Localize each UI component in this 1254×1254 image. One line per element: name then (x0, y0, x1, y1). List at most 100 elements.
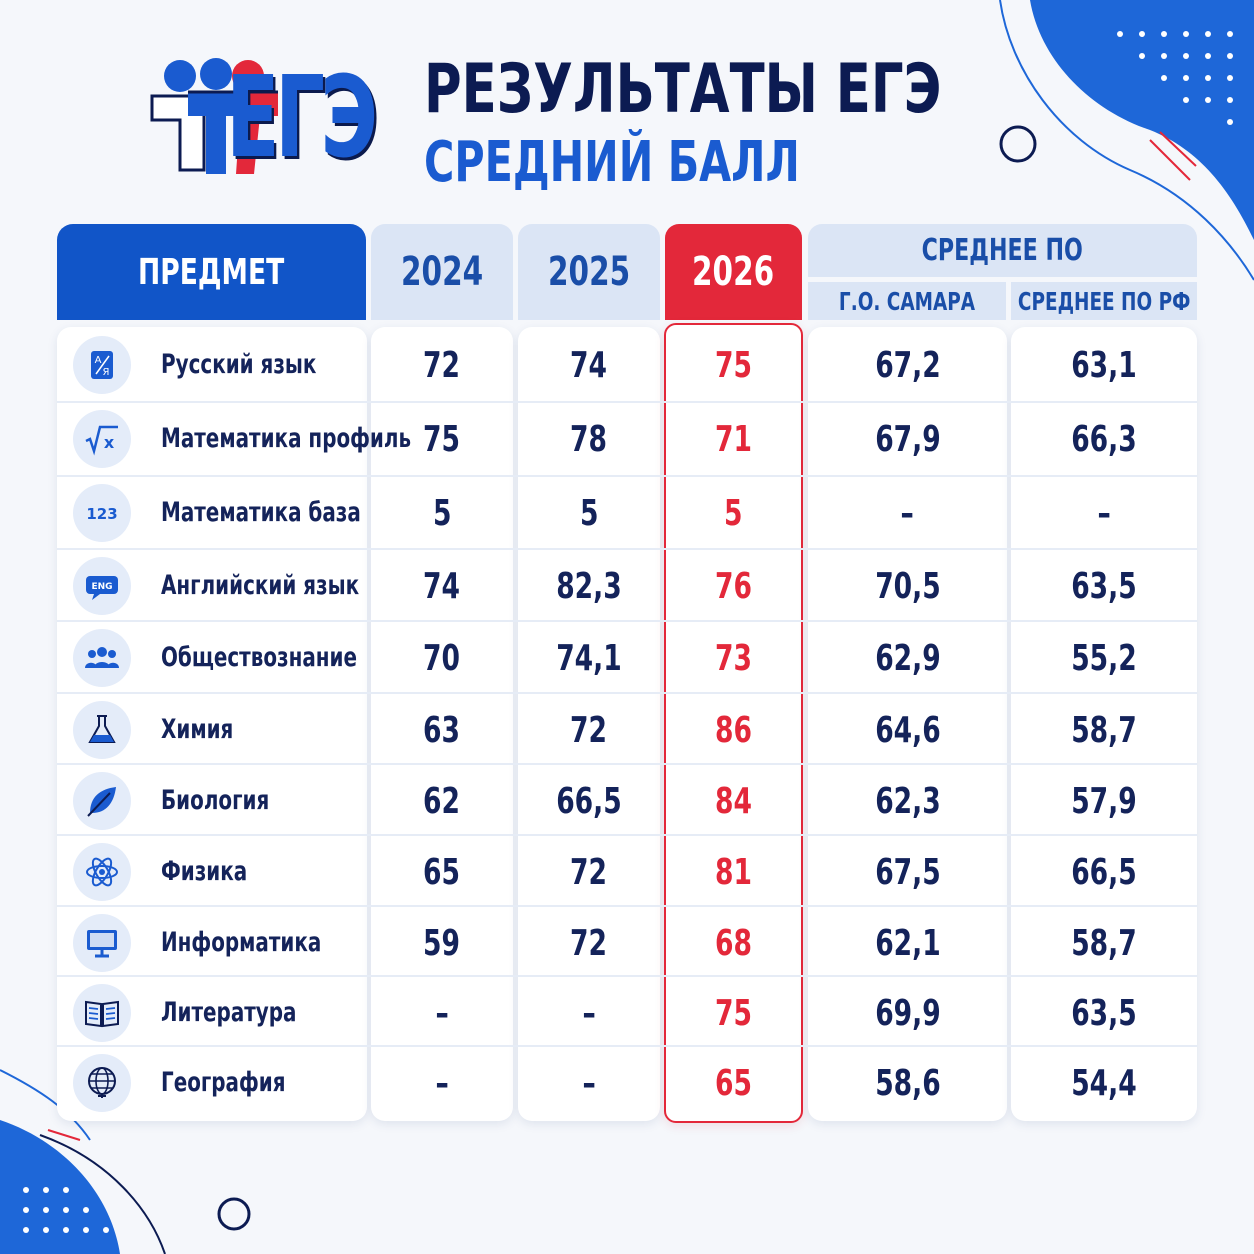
column-header-russia: СРЕДНЕЕ ПО РФ (1011, 282, 1197, 320)
column-header-subject: ПРЕДМЕТ (57, 224, 366, 320)
monitor-icon (73, 914, 131, 972)
cell-russia: 66,5 (1071, 851, 1137, 893)
cell-russia: 57,9 (1071, 780, 1137, 822)
cell-2025: 78 (570, 418, 608, 460)
cell-russia: – (1097, 492, 1111, 534)
people-icon (73, 629, 131, 687)
cell-2024: 5 (432, 492, 452, 534)
row-divider (57, 548, 1197, 550)
cell-russia: 66,3 (1071, 418, 1137, 460)
atom-icon (73, 843, 131, 901)
cell-russia: 58,7 (1071, 709, 1137, 751)
svg-text:x: x (104, 433, 115, 452)
flask-icon (73, 701, 131, 759)
column-header-2024: 2024 (371, 224, 513, 320)
row-divider (57, 692, 1197, 694)
cell-2024: 63 (423, 709, 461, 751)
subject-name: Биология (161, 785, 270, 816)
subject-name: Химия (161, 714, 234, 745)
cell-2026: 68 (715, 922, 752, 964)
cell-2024: 70 (423, 637, 461, 679)
column-header-2026: 2026 (665, 224, 802, 320)
cell-2024: – (435, 1062, 449, 1104)
row-divider (57, 834, 1197, 836)
samara-column (808, 327, 1007, 1121)
subject-name: Английский язык (161, 570, 360, 601)
cell-russia: 63,5 (1071, 992, 1137, 1034)
cell-samara: 69,9 (874, 992, 941, 1034)
cell-2024: 75 (423, 418, 461, 460)
cell-russia: 54,4 (1071, 1062, 1137, 1104)
subject-name: Обществознание (161, 642, 358, 673)
cell-russia: 63,5 (1071, 565, 1137, 607)
cell-samara: – (900, 492, 915, 534)
page-title: РЕЗУЛЬТАТЫ ЕГЭ (424, 50, 942, 129)
row-divider (57, 620, 1197, 622)
subject-name: География (161, 1067, 286, 1098)
cell-samara: 62,3 (874, 780, 941, 822)
cell-2025: 82,3 (556, 565, 622, 607)
cell-2026: 75 (715, 344, 752, 386)
cell-2026: 65 (715, 1062, 752, 1104)
svg-text:123: 123 (86, 505, 117, 523)
cell-samara: 64,6 (874, 709, 941, 751)
cell-2024: – (435, 992, 449, 1034)
subject-name: Литература (161, 997, 297, 1028)
column-header-2025: 2025 (518, 224, 660, 320)
cell-2024: 74 (423, 565, 461, 607)
ege-logo-emblem (150, 58, 278, 174)
year-2024-column (371, 327, 513, 1121)
year-2026-column-highlight (664, 323, 803, 1123)
cell-2025: 66,5 (556, 780, 622, 822)
cell-2026: 73 (715, 637, 752, 679)
cell-2025: – (582, 1062, 596, 1104)
svg-text:А: А (95, 355, 102, 366)
year-2025-column (518, 327, 660, 1121)
page-subtitle: СРЕДНИЙ БАЛЛ (424, 130, 800, 195)
cell-samara: 62,1 (874, 922, 941, 964)
cell-2024: 62 (423, 780, 461, 822)
cell-samara: 67,2 (874, 344, 941, 386)
cell-2024: 65 (423, 851, 461, 893)
sqrt-icon: x (73, 410, 131, 468)
cell-2026: 5 (724, 492, 743, 534)
row-divider (57, 975, 1197, 977)
row-divider (57, 905, 1197, 907)
subject-name: Физика (161, 856, 248, 887)
column-header-samara: Г.О. САМАРА (808, 282, 1006, 320)
russia-column (1011, 327, 1197, 1121)
subject-name: Информатика (161, 927, 322, 958)
ege-logo-text: ЕГЭ (226, 53, 378, 183)
cell-samara: 58,6 (874, 1062, 941, 1104)
cell-2025: – (582, 992, 596, 1034)
cell-2024: 72 (423, 344, 461, 386)
row-divider (57, 763, 1197, 765)
cell-2024: 59 (423, 922, 461, 964)
cell-samara: 67,5 (874, 851, 941, 893)
leaf-icon (73, 772, 131, 830)
cell-russia: 55,2 (1071, 637, 1137, 679)
row-divider (57, 401, 1197, 403)
cell-samara: 70,5 (874, 565, 941, 607)
subject-name: Русский язык (161, 349, 317, 380)
cell-2026: 84 (715, 780, 752, 822)
svg-text:Я: Я (103, 367, 110, 378)
cell-2025: 74 (570, 344, 608, 386)
cell-russia: 63,1 (1071, 344, 1137, 386)
eng-icon: ENG (73, 557, 131, 615)
cell-samara: 62,9 (874, 637, 941, 679)
globe-icon (73, 1054, 131, 1112)
cell-2026: 86 (715, 709, 752, 751)
column-header-average-group: СРЕДНЕЕ ПО (808, 224, 1197, 277)
cell-2026: 76 (715, 565, 752, 607)
numbers-icon: 123 (73, 484, 131, 542)
cell-russia: 58,7 (1071, 922, 1137, 964)
cell-2026: 81 (715, 851, 752, 893)
subject-name: Математика база (161, 497, 361, 528)
cell-2025: 72 (570, 851, 608, 893)
book-icon (73, 984, 131, 1042)
cell-2025: 72 (570, 709, 608, 751)
cell-2026: 71 (715, 418, 752, 460)
cell-2025: 74,1 (556, 637, 622, 679)
